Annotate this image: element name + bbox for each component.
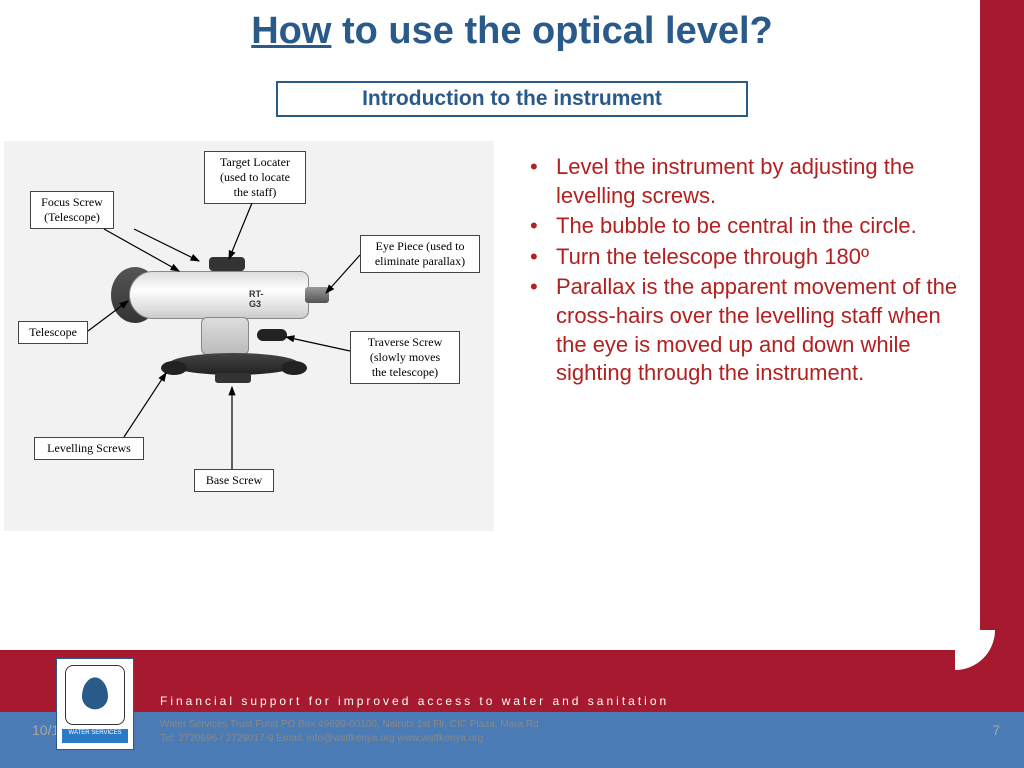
instrument-marking: RT-G3	[249, 289, 264, 309]
logo-banner: WATER SERVICES	[62, 729, 128, 743]
title-how: How	[251, 10, 331, 52]
slide-title: How to use the optical level?	[0, 0, 1024, 53]
instrument-diagram: Target Locater(used to locatethe staff) …	[4, 141, 494, 531]
label-traverse-screw: Traverse Screw(slowly movesthe telescope…	[350, 331, 460, 384]
footer-tagline: Financial support for improved access to…	[0, 690, 1024, 712]
subtitle: Introduction to the instrument	[278, 87, 746, 111]
water-drop-icon	[82, 677, 108, 709]
red-sidebar	[980, 0, 1024, 654]
label-eye-piece: Eye Piece (used toeliminate parallax)	[360, 235, 480, 273]
bullet-item: Parallax is the apparent movement of the…	[530, 273, 976, 387]
logo-outline	[65, 665, 125, 725]
subtitle-box: Introduction to the instrument	[276, 81, 748, 117]
label-focus-screw: Focus Screw(Telescope)	[30, 191, 114, 229]
footer-line2: Tel: 2720696 / 2729017-9 Email: info@wst…	[160, 732, 1024, 746]
footer-logo: WATER SERVICES	[56, 658, 134, 750]
bullet-list: Level the instrument by adjusting the le…	[494, 141, 976, 531]
label-levelling-screws: Levelling Screws	[34, 437, 144, 460]
label-base-screw: Base Screw	[194, 469, 274, 492]
label-telescope: Telescope	[18, 321, 88, 344]
label-target-locater: Target Locater(used to locatethe staff)	[204, 151, 306, 204]
red-bottom-bar	[0, 650, 1024, 690]
title-rest: to use the optical level?	[331, 10, 772, 52]
content-area: Target Locater(used to locatethe staff) …	[0, 141, 1024, 531]
footer-contact: Water Services Trust Fund PO Box 49699-0…	[0, 712, 1024, 768]
footer-line1: Water Services Trust Fund PO Box 49699-0…	[160, 718, 1024, 732]
bullet-item: Turn the telescope through 180º	[530, 243, 976, 272]
footer: Financial support for improved access to…	[0, 690, 1024, 768]
page-number: 7	[992, 722, 1000, 738]
bullet-item: Level the instrument by adjusting the le…	[530, 153, 976, 210]
bullet-item: The bubble to be central in the circle.	[530, 212, 976, 241]
